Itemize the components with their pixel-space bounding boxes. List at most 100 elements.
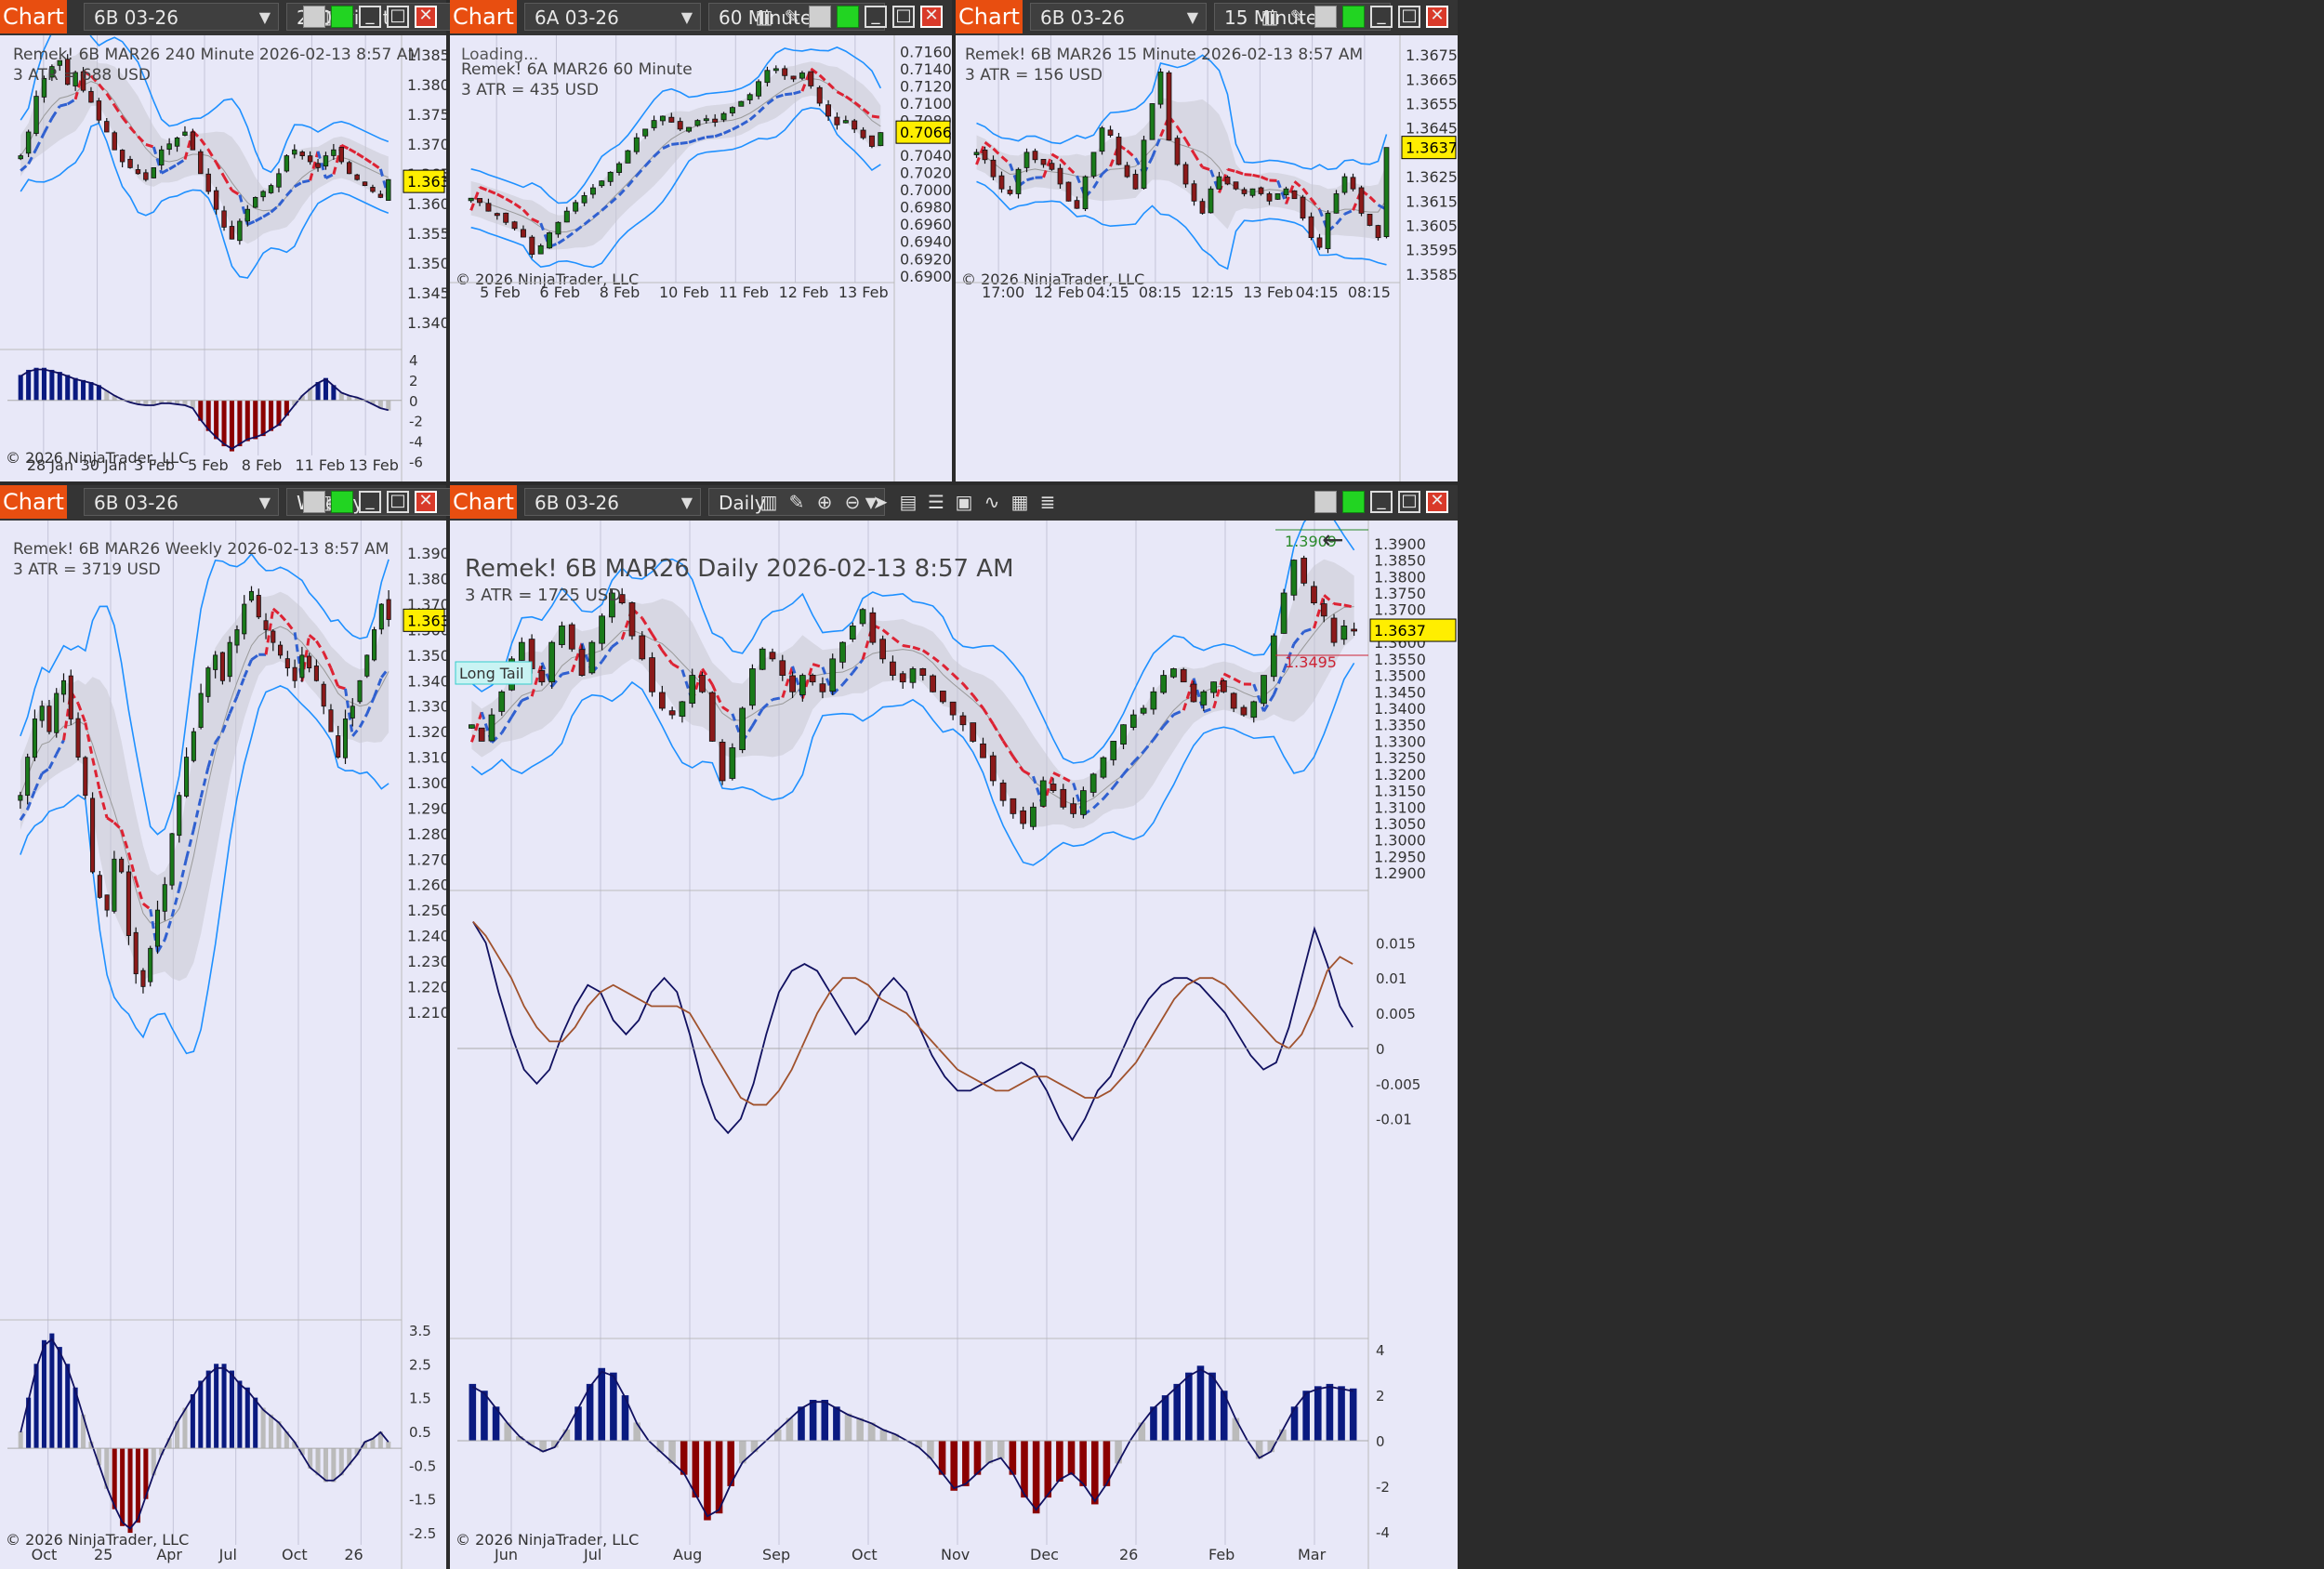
instrument-select[interactable]: 6B 03-26 ▼: [524, 488, 701, 516]
candle: [729, 107, 735, 113]
candle: [679, 701, 686, 718]
list-icon[interactable]: ≣: [1039, 491, 1056, 513]
candle: [548, 641, 556, 683]
close-button[interactable]: ✕: [415, 491, 437, 513]
support-trend-line: [565, 230, 577, 239]
plot-area[interactable]: 1.38501.38001.37501.37001.36501.36001.35…: [0, 35, 446, 481]
link-color-button[interactable]: [331, 491, 353, 513]
link-color-button[interactable]: [331, 6, 353, 28]
histogram-bar: [481, 1391, 488, 1441]
close-button[interactable]: ✕: [1426, 491, 1448, 513]
minimize-button[interactable]: _: [865, 6, 887, 28]
support-trend-line: [785, 92, 794, 97]
restore-color-button[interactable]: [1314, 491, 1337, 513]
restore-color-button[interactable]: [303, 6, 325, 28]
close-button[interactable]: ✕: [920, 6, 943, 28]
instrument-select[interactable]: 6B 03-26 ▼: [84, 488, 279, 516]
chevron-down-icon[interactable]: ▼: [680, 494, 693, 511]
maximize-button[interactable]: □: [387, 491, 409, 513]
chevron-down-icon[interactable]: ▼: [258, 494, 271, 511]
price-tick-label: 1.2300: [407, 953, 446, 970]
data-box-icon[interactable]: ▤: [899, 491, 918, 513]
candle: [162, 884, 167, 912]
pencil-icon[interactable]: ✎: [1289, 6, 1306, 28]
support-trend-line: [644, 155, 655, 167]
oscillator-bar: [354, 1448, 360, 1456]
restore-color-button[interactable]: [1314, 6, 1337, 28]
close-button[interactable]: ✕: [415, 6, 437, 28]
minimize-button[interactable]: _: [359, 491, 381, 513]
chart-header-atr: 3 ATR = 688 USD: [13, 66, 151, 85]
candle: [668, 710, 676, 716]
time-tick-label: Dec: [1030, 1546, 1059, 1563]
resistance-trend-line: [222, 176, 233, 191]
restore-color-button[interactable]: [809, 6, 831, 28]
instrument-select[interactable]: 6A 03-26 ▼: [524, 3, 701, 31]
candle: [174, 138, 180, 147]
support-trend-line: [156, 939, 166, 953]
indicator-icon[interactable]: ∿: [984, 491, 1000, 513]
chevron-down-icon[interactable]: ▼: [1186, 8, 1198, 26]
oscillator-bar: [33, 1364, 39, 1449]
link-color-button[interactable]: [837, 6, 859, 28]
minimize-button[interactable]: _: [1370, 491, 1393, 513]
histogram-bar: [1338, 1386, 1345, 1441]
interval-select[interactable]: Daily ▼: [708, 488, 885, 516]
resistance-trend-line: [1343, 603, 1354, 609]
chart-tab[interactable]: Chart: [450, 485, 517, 519]
properties-icon[interactable]: ☰: [928, 491, 944, 513]
candle: [729, 747, 736, 779]
chevron-down-icon[interactable]: ▼: [680, 8, 693, 26]
support-trend-line: [20, 163, 30, 172]
candle: [75, 718, 81, 758]
bars-icon[interactable]: ▥: [1261, 6, 1279, 28]
bars-icon[interactable]: ▥: [759, 491, 778, 513]
resistance-trend-line: [1333, 602, 1345, 607]
candle: [1057, 167, 1063, 185]
candle: [1191, 183, 1197, 202]
maximize-button[interactable]: □: [892, 6, 915, 28]
candle: [350, 705, 355, 719]
bars-icon[interactable]: ▥: [755, 6, 773, 28]
link-color-button[interactable]: [1342, 6, 1365, 28]
candle: [1250, 701, 1258, 719]
chart-tab[interactable]: Chart: [450, 0, 517, 33]
candle: [547, 231, 553, 249]
plot-area[interactable]: 1.36751.36651.36551.36451.36351.36251.36…: [956, 35, 1458, 481]
chevron-down-icon[interactable]: ▼: [258, 8, 271, 26]
plot-area[interactable]: 1.39001.38001.37001.36001.35001.34001.33…: [0, 521, 446, 1569]
close-button[interactable]: ✕: [1426, 6, 1448, 28]
minimize-button[interactable]: _: [359, 6, 381, 28]
restore-color-button[interactable]: [303, 491, 325, 513]
oscillator-bar: [347, 1448, 352, 1466]
pencil-icon[interactable]: ✎: [784, 6, 800, 28]
candle: [54, 692, 59, 733]
oscillator-bar: [81, 1414, 86, 1449]
candle: [799, 675, 806, 695]
chart-tab[interactable]: Chart: [956, 0, 1023, 33]
maximize-button[interactable]: □: [1398, 6, 1420, 28]
candle: [1280, 592, 1287, 634]
support-trend-line: [557, 236, 568, 245]
instrument-select[interactable]: 6B 03-26 ▼: [1030, 3, 1207, 31]
price-tick-label: 1.3300: [407, 698, 446, 716]
screenshot-icon[interactable]: ▣: [955, 491, 973, 513]
maximize-button[interactable]: □: [387, 6, 409, 28]
plot-area[interactable]: 1.39001.38501.38001.37501.37001.36501.36…: [450, 521, 1458, 1569]
instrument-select[interactable]: 6B 03-26 ▼: [84, 3, 279, 31]
candle: [263, 620, 269, 630]
zoom-in-icon[interactable]: ⊕: [816, 491, 833, 513]
minimize-button[interactable]: _: [1370, 6, 1393, 28]
maximize-button[interactable]: □: [1398, 491, 1420, 513]
chevron-down-icon[interactable]: ▼: [865, 494, 877, 511]
plot-area[interactable]: 0.716000.714000.712000.710000.708000.706…: [450, 35, 952, 481]
chart-tab[interactable]: Chart: [0, 485, 67, 519]
histogram-bar: [516, 1436, 523, 1441]
strategy-icon[interactable]: ▦: [1010, 491, 1029, 513]
zoom-out-icon[interactable]: ⊖: [844, 491, 861, 513]
pointer-icon[interactable]: ➤: [872, 491, 889, 513]
chart-tab[interactable]: Chart: [0, 0, 67, 33]
link-color-button[interactable]: [1342, 491, 1365, 513]
pencil-icon[interactable]: ✎: [788, 491, 805, 513]
